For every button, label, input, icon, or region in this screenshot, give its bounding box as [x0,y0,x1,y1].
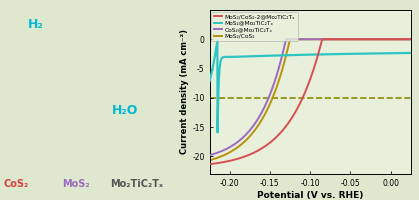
Text: Mo₂TiC₂Tₓ: Mo₂TiC₂Tₓ [110,179,163,189]
Text: H₂O: H₂O [111,104,138,116]
Text: MoS₂: MoS₂ [62,179,90,189]
Y-axis label: Current density (mA cm⁻²): Current density (mA cm⁻²) [181,29,189,154]
Text: CoS₂: CoS₂ [3,179,29,189]
X-axis label: Potential (V vs. RHE): Potential (V vs. RHE) [257,191,363,200]
Text: H₂: H₂ [28,18,44,30]
Legend: MoS₂/CoS₂-2@Mo₂TiC₂Tₓ, MoS₂@Mo₂TiC₂Tₓ, CoS₂@Mo₂TiC₂Tₓ, MoS₂/CoS₂: MoS₂/CoS₂-2@Mo₂TiC₂Tₓ, MoS₂@Mo₂TiC₂Tₓ, C… [211,12,297,41]
